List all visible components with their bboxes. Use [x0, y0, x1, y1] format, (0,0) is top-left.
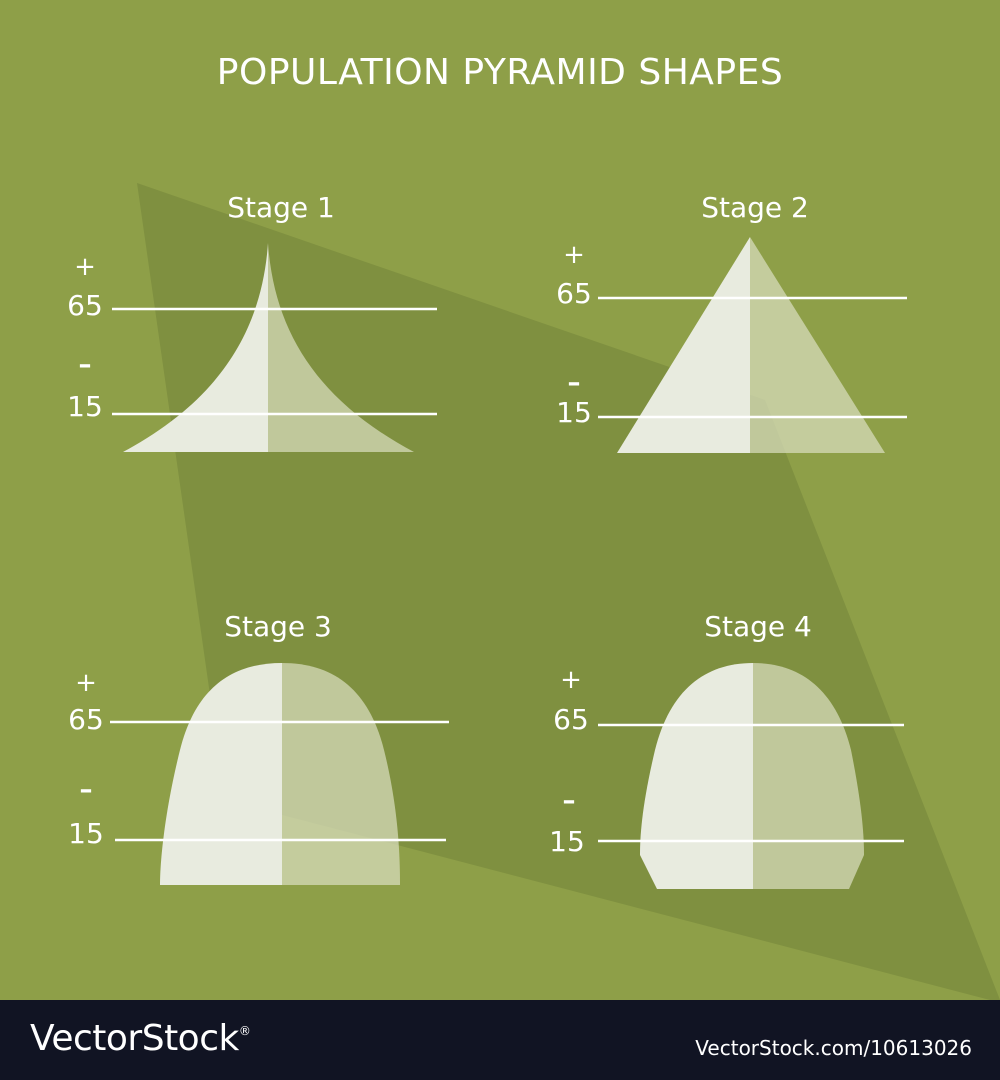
stage-4-age-15: 15: [549, 825, 585, 858]
infographic-canvas: POPULATION PYRAMID SHAPES Stage 1 + 65 –…: [0, 0, 1000, 1000]
page-title: POPULATION PYRAMID SHAPES: [216, 52, 784, 93]
stage-2-age-65: 65: [556, 277, 592, 310]
watermark-footer: VectorStock® VectorStock.com/10613026: [0, 1000, 1000, 1080]
stage-4-minus-marker: –: [562, 786, 576, 816]
stage-2-plus-marker: +: [563, 240, 585, 270]
stage-2-age-15: 15: [556, 396, 592, 429]
stage-3-right-half: [282, 663, 400, 885]
stage-2-pyramid: [598, 237, 907, 453]
stage-1-age-65: 65: [67, 289, 103, 322]
stage-1-plus-marker: +: [74, 252, 96, 282]
registered-mark: ®: [238, 1024, 251, 1038]
stage-3-age-15: 15: [68, 817, 104, 850]
stage-4-plus-marker: +: [560, 665, 582, 695]
stage-3-left-half: [160, 663, 282, 885]
image-credit: VectorStock.com/10613026: [695, 1036, 972, 1060]
stage-3-age-65: 65: [68, 703, 104, 736]
stage-2-minus-marker: –: [567, 368, 581, 398]
stage-4-pyramid: [598, 663, 904, 889]
stage-2-label: Stage 2: [701, 191, 809, 224]
brand-name: VectorStock: [30, 1018, 239, 1059]
stage-1-right-half: [268, 243, 414, 452]
vectorstock-logo: VectorStock®: [30, 1018, 251, 1059]
stage-1-label: Stage 1: [227, 191, 335, 224]
stage-3-label: Stage 3: [224, 610, 332, 643]
stage-4-left-half: [640, 663, 753, 889]
stage-1-pyramid: [112, 243, 437, 452]
stage-1-age-15: 15: [67, 390, 103, 423]
stage-2-right-half: [750, 237, 885, 453]
stage-4-label: Stage 4: [704, 610, 812, 643]
stage-4-right-half: [753, 663, 864, 889]
stage-3-minus-marker: –: [79, 775, 93, 805]
stage-1-left-half: [123, 243, 268, 452]
stage-4-age-65: 65: [553, 703, 589, 736]
stage-3-plus-marker: +: [75, 668, 97, 698]
stage-2-left-half: [617, 237, 750, 453]
diagram-graphics: [110, 183, 1000, 1000]
stage-1-minus-marker: –: [78, 350, 92, 380]
stage-3-pyramid: [110, 663, 449, 885]
